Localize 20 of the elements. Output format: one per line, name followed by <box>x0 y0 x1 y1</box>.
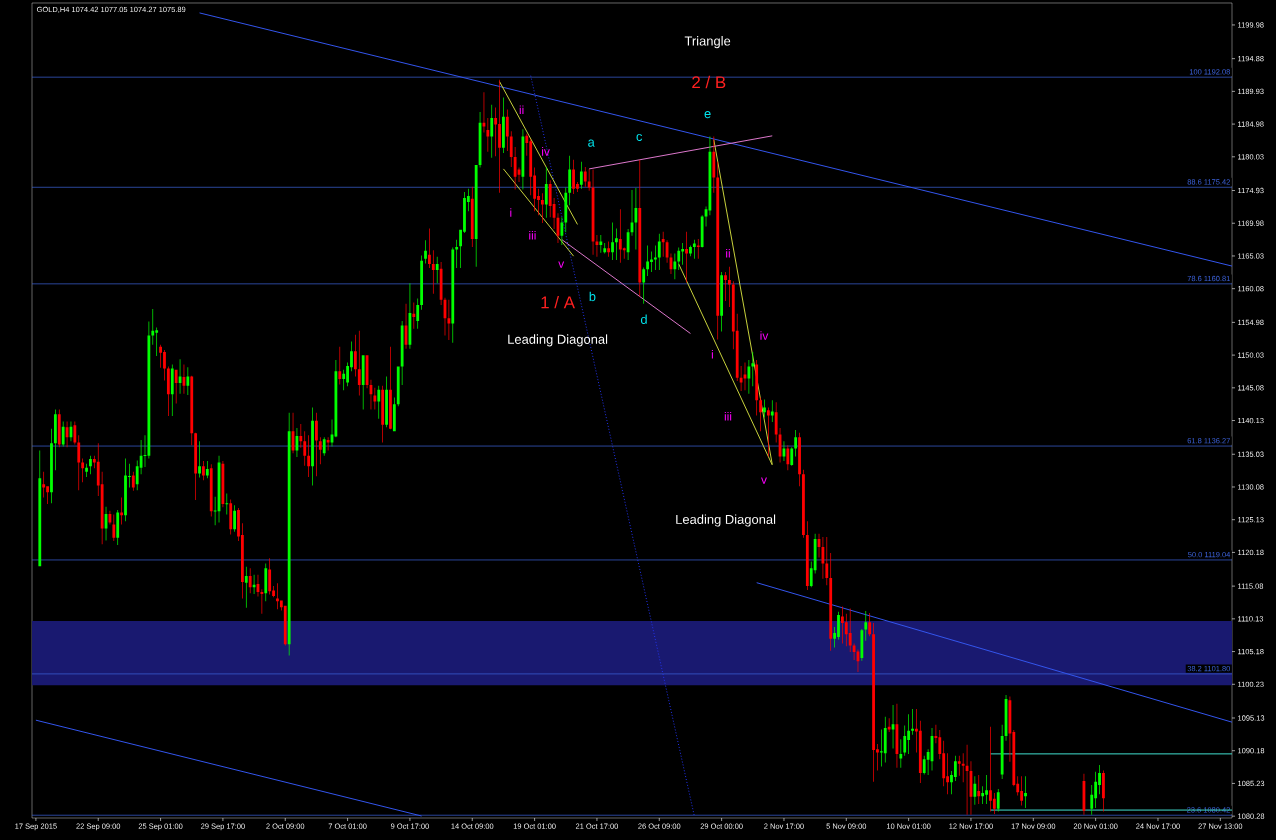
annotation: 2 / B <box>692 75 726 89</box>
annotation: iii <box>724 411 732 421</box>
annotation: Leading Diagonal <box>508 334 608 347</box>
annotation: ii <box>726 248 730 258</box>
annotation: iii <box>529 230 536 240</box>
annotation: iv <box>542 147 550 156</box>
annotation: 1 / A <box>541 295 575 309</box>
annotation: a <box>588 139 595 147</box>
annotation: iv <box>760 331 769 340</box>
annotation: i <box>510 208 512 217</box>
annotation: c <box>636 133 643 142</box>
annotation: Triangle <box>684 36 731 49</box>
annotation: v <box>761 477 767 484</box>
annotation: ii <box>519 105 524 115</box>
annotation: e <box>704 111 711 119</box>
annotation: Leading Diagonal <box>676 514 776 527</box>
annotation: i <box>711 349 713 359</box>
annotation: b <box>589 291 596 302</box>
annotation: d <box>640 314 647 324</box>
annotation: v <box>558 261 565 268</box>
